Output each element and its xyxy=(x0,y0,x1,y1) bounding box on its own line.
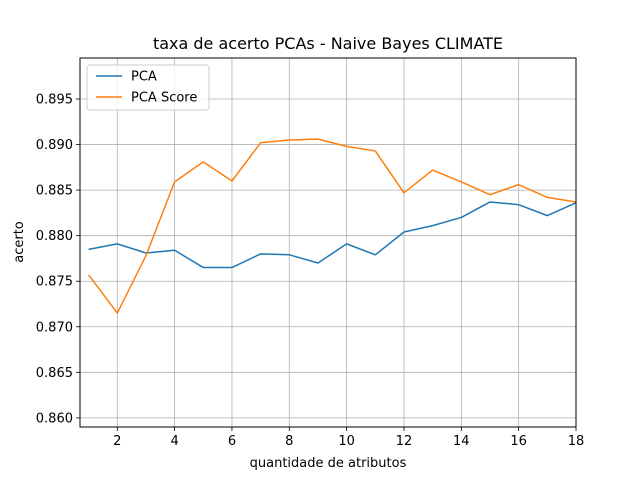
x-tick-label: 18 xyxy=(568,434,585,449)
x-tick-label: 16 xyxy=(510,434,527,449)
x-tick-label: 12 xyxy=(396,434,413,449)
x-tick-label: 8 xyxy=(285,434,293,449)
y-tick-label: 0.885 xyxy=(36,184,73,199)
legend-label: PCA xyxy=(131,70,157,85)
y-tick-label: 0.890 xyxy=(36,138,73,153)
series-lines xyxy=(87,138,577,314)
chart-title: taxa de acerto PCAs - Naive Bayes CLIMAT… xyxy=(153,34,503,53)
y-tick-label: 0.860 xyxy=(36,411,73,426)
y-tick-label: 0.880 xyxy=(36,229,73,244)
x-tick-label: 10 xyxy=(338,434,355,449)
plot-frame xyxy=(79,57,577,428)
x-tick-label: 4 xyxy=(170,434,178,449)
series-line-pca-score xyxy=(87,138,577,314)
x-tick-label: 6 xyxy=(228,434,236,449)
y-tick-label: 0.865 xyxy=(36,366,73,381)
x-axis-title: quantidade de atributos xyxy=(250,456,407,471)
legend-label: PCA Score xyxy=(131,91,197,106)
y-tick-label: 0.895 xyxy=(36,93,73,108)
legend: PCA PCA Score xyxy=(86,64,210,111)
y-axis-title: acerto xyxy=(12,221,27,263)
x-tick-label: 14 xyxy=(453,434,470,449)
series-line-pca xyxy=(88,201,577,269)
x-tick-label: 2 xyxy=(113,434,121,449)
y-tick-label: 0.875 xyxy=(36,275,73,290)
y-tick-label: 0.870 xyxy=(36,320,73,335)
axis-ticks: 2 4 6 8 10 12 14 16 18 0.860 0.865 0.870 0.875 0.880 0… xyxy=(36,93,584,450)
